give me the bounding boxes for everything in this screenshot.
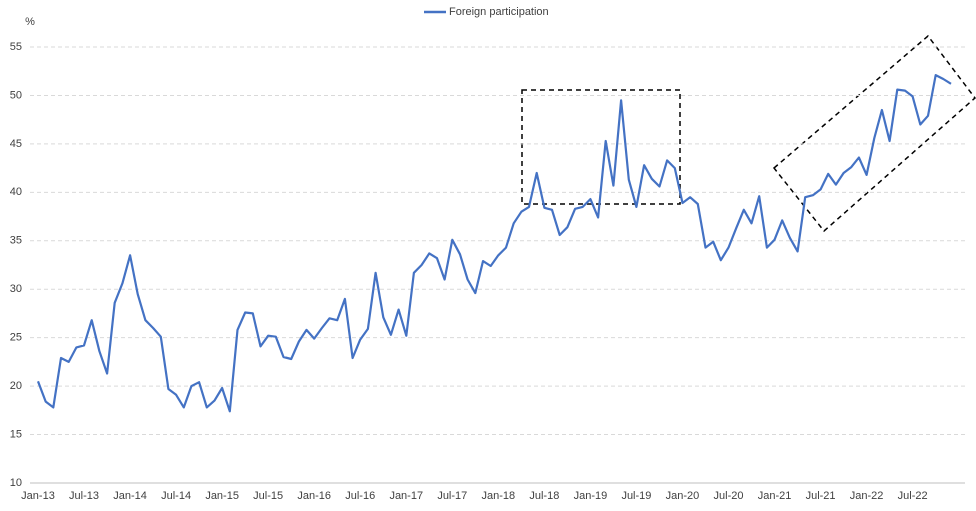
y-tick-label: 45 [10,138,22,150]
x-tick-label: Jul-16 [345,490,375,502]
x-tick-label: Jul-17 [437,490,467,502]
x-tick-label: Jan-15 [205,490,239,502]
highlight-box [772,34,976,233]
x-tick-label: Jan-19 [574,490,608,502]
x-tick-label: Jan-16 [297,490,331,502]
x-tick-label: Jan-17 [389,490,423,502]
x-tick-label: Jul-15 [253,490,283,502]
x-tick-label: Jan-21 [758,490,792,502]
y-tick-label: 55 [10,41,22,53]
x-tick-label: Jul-13 [69,490,99,502]
data-line [36,74,952,413]
y-tick-label: 15 [10,428,22,440]
x-tick-label: Jan-13 [21,490,55,502]
x-tick-label: Jul-20 [714,490,744,502]
x-tick-label: Jul-22 [898,490,928,502]
x-tick-label: Jan-14 [113,490,147,502]
x-tick-label: Jul-21 [806,490,836,502]
x-tick-label: Jul-18 [529,490,559,502]
x-tick-label: Jul-19 [621,490,651,502]
x-tick-label: Jul-14 [161,490,191,502]
y-tick-label: 25 [10,332,22,344]
x-tick-label: Jan-18 [482,490,516,502]
highlight-box [521,89,681,205]
y-tick-label: 20 [10,380,22,392]
y-tick-label: 30 [10,283,22,295]
legend-label: Foreign participation [449,6,549,18]
y-tick-label: 10 [10,477,22,489]
x-tick-label: Jan-20 [666,490,700,502]
x-tick-label: Jan-22 [850,490,884,502]
y-axis-label: % [25,16,35,28]
y-tick-label: 35 [10,235,22,247]
y-tick-label: 40 [10,186,22,198]
y-tick-label: 50 [10,89,22,101]
